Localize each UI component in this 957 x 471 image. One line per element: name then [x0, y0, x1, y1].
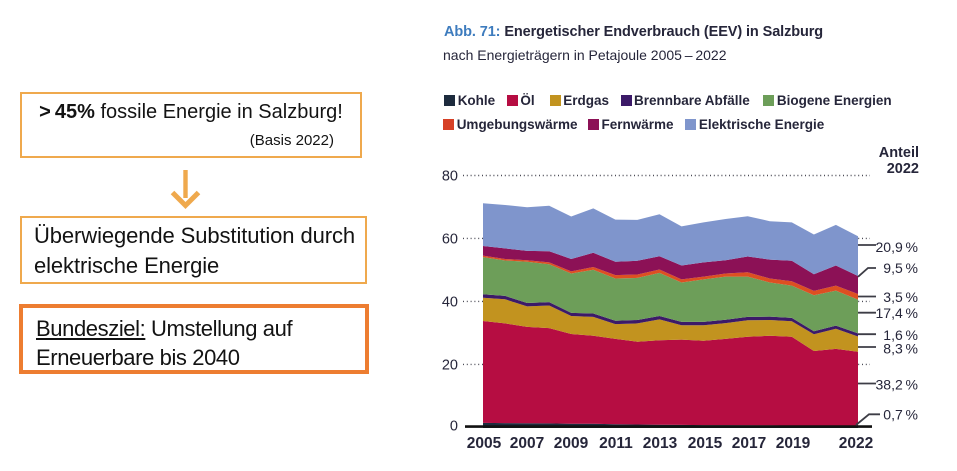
svg-text:2007: 2007 — [510, 435, 544, 452]
svg-text:2019: 2019 — [776, 435, 811, 452]
svg-text:40: 40 — [442, 295, 458, 311]
svg-text:20: 20 — [442, 358, 458, 374]
svg-text:3,5 %: 3,5 % — [883, 289, 918, 305]
svg-text:17,4 %: 17,4 % — [876, 305, 919, 321]
svg-text:9,5 %: 9,5 % — [883, 260, 918, 276]
svg-text:38,2 %: 38,2 % — [876, 377, 919, 393]
svg-text:80: 80 — [442, 169, 458, 185]
svg-text:2009: 2009 — [554, 435, 589, 452]
svg-text:2017: 2017 — [732, 435, 766, 452]
svg-text:2015: 2015 — [688, 435, 723, 452]
svg-text:0,7 %: 0,7 % — [883, 406, 918, 422]
svg-text:2022: 2022 — [839, 435, 873, 452]
svg-text:1,6 %: 1,6 % — [883, 327, 918, 343]
svg-text:2011: 2011 — [599, 435, 633, 452]
svg-text:0: 0 — [450, 419, 458, 435]
svg-text:60: 60 — [442, 232, 458, 248]
svg-text:2005: 2005 — [467, 435, 502, 452]
svg-text:8,3 %: 8,3 % — [883, 340, 918, 356]
svg-text:20,9 %: 20,9 % — [876, 239, 919, 255]
svg-text:2013: 2013 — [643, 435, 678, 452]
